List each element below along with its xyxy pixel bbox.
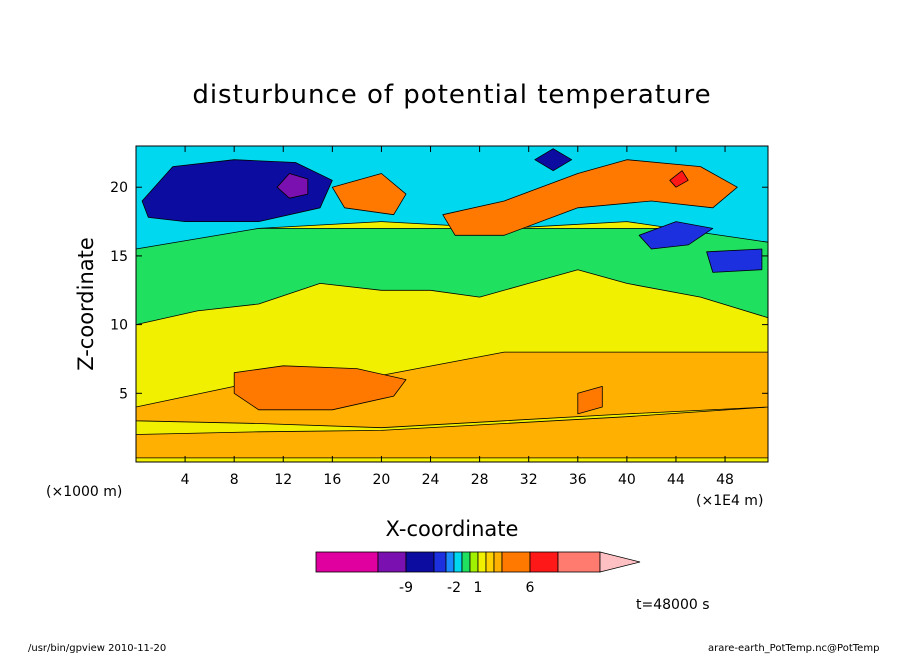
contour-region [136,227,768,326]
colorbar-segment [485,551,495,573]
colorbar-segment [477,551,487,573]
x-tick-label: 12 [274,472,292,488]
y-tick-label: 20 [110,180,128,196]
colorbar-arrow [599,551,641,573]
plot-frame [135,145,769,463]
y-tick-label: 5 [119,386,128,402]
chart-title: disturbunce of potential temperature [192,80,711,110]
contour-region [669,170,689,188]
colorbar-label: -9 [399,580,413,596]
contour-region [534,148,573,172]
contour-region [577,385,603,415]
x-tick-label: 20 [373,472,391,488]
time-annotation: t=48000 s [636,597,710,613]
colorbar-label: 6 [526,580,535,596]
colorbar-segment [377,551,407,573]
contour-region [331,173,407,216]
x-axis-title: X-coordinate [386,517,519,541]
x-tick-label: 48 [716,472,734,488]
x-tick-label: 8 [230,472,239,488]
contour-region [706,248,763,273]
y-tick-label: 10 [110,318,128,334]
y-axis-title: Z-coordinate [74,237,98,371]
colorbar [315,551,641,573]
colorbar-segment [557,551,601,573]
colorbar-label: -2 [447,580,461,596]
colorbar-segment [433,551,447,573]
contour-region [136,406,768,459]
colorbar-segment [501,551,531,573]
x-unit-left: (×1000 m) [46,484,122,500]
colorbar-segment [453,551,463,573]
footer-right: arare-earth_PotTemp.nc@PotTemp [708,643,879,654]
x-tick-label: 16 [323,472,341,488]
colorbar-label: 1 [474,580,483,596]
contour-region [276,173,309,199]
x-tick-label: 36 [569,472,587,488]
contour-region [442,159,738,236]
colorbar-segment [445,551,455,573]
x-tick-label: 4 [181,472,190,488]
contour-region [141,159,333,223]
colorbar-segment [461,551,471,573]
contour-region [638,221,714,250]
colorbar-segment [469,551,479,573]
plot-area [136,146,768,462]
x-tick-label: 24 [422,472,440,488]
x-tick-label: 40 [618,472,636,488]
x-tick-label: 28 [471,472,489,488]
colorbar-segment [405,551,435,573]
colorbar-segment [493,551,503,573]
contour-region [233,365,407,411]
x-tick-label: 32 [520,472,538,488]
footer-left: /usr/bin/gpview 2010-11-20 [28,643,166,654]
x-tick-label: 44 [667,472,685,488]
colorbar-segment [315,551,379,573]
x-unit-right: (×1E4 m) [696,493,763,509]
colorbar-segment [529,551,559,573]
y-tick-label: 15 [110,249,128,265]
